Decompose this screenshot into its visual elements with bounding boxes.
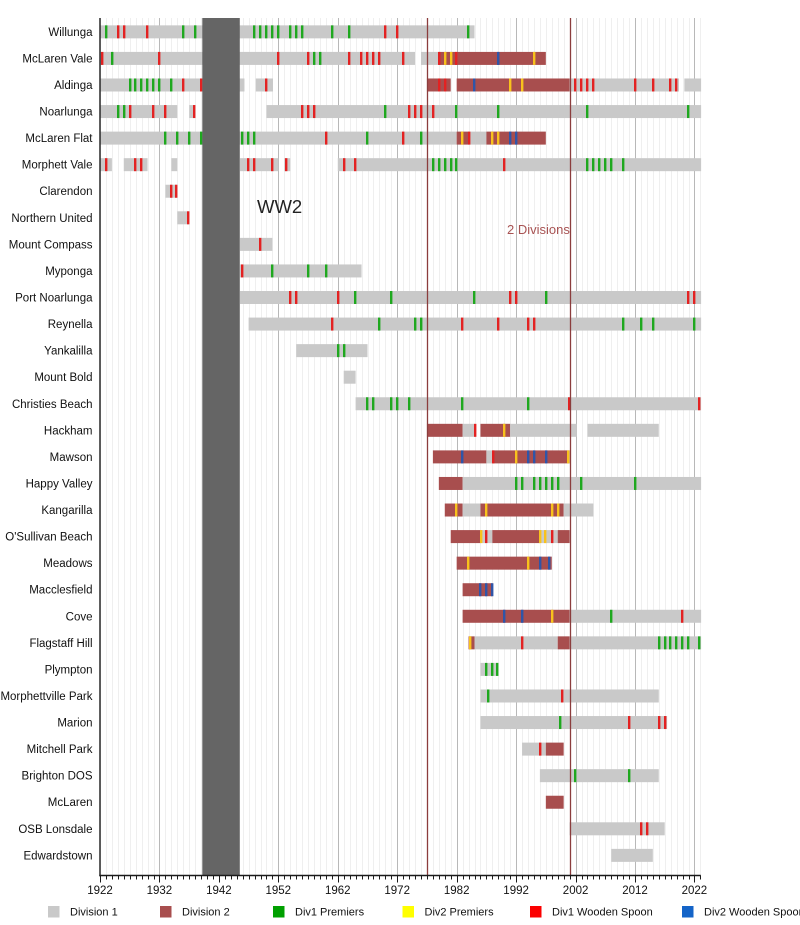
svg-text:Plympton: Plympton [45,664,93,676]
svg-text:Myponga: Myponga [45,266,93,278]
svg-text:Division 1: Division 1 [70,907,118,919]
svg-text:O'Sullivan Beach: O'Sullivan Beach [5,532,92,544]
svg-text:Clarendon: Clarendon [39,186,92,198]
svg-text:1972: 1972 [384,885,410,897]
svg-text:Division 2: Division 2 [182,907,230,919]
svg-text:2002: 2002 [563,885,589,897]
svg-text:Marion: Marion [57,718,92,730]
svg-text:Flagstaff Hill: Flagstaff Hill [29,638,92,650]
svg-text:Div2 Premiers: Div2 Premiers [425,907,495,919]
svg-text:Mount Compass: Mount Compass [9,239,93,251]
svg-text:Northern United: Northern United [11,213,92,225]
svg-text:Div1 Wooden Spoon: Div1 Wooden Spoon [552,907,653,919]
svg-text:Yankalilla: Yankalilla [44,346,93,358]
svg-text:Cove: Cove [66,611,93,623]
svg-text:Port Noarlunga: Port Noarlunga [15,293,93,305]
svg-text:McLaren Vale: McLaren Vale [22,53,92,65]
svg-text:Willunga: Willunga [48,27,93,39]
svg-text:Hackham: Hackham [44,425,93,437]
svg-text:Mawson: Mawson [50,452,93,464]
svg-text:Morphett Vale: Morphett Vale [22,160,93,172]
svg-text:Kangarilla: Kangarilla [41,505,93,517]
svg-text:2 Divisions: 2 Divisions [507,222,570,237]
svg-text:McLaren Flat: McLaren Flat [25,133,93,145]
svg-text:1932: 1932 [147,885,173,897]
svg-text:Div1 Premiers: Div1 Premiers [295,907,365,919]
svg-text:1922: 1922 [87,885,113,897]
svg-text:Div2 Wooden Spoon: Div2 Wooden Spoon [704,907,800,919]
svg-text:Brighton DOS: Brighton DOS [22,771,93,783]
svg-text:Macclesfield: Macclesfield [29,585,92,597]
svg-text:Reynella: Reynella [48,319,93,331]
svg-text:Mitchell Park: Mitchell Park [27,744,93,756]
svg-text:Christies Beach: Christies Beach [12,399,93,411]
svg-text:1962: 1962 [325,885,351,897]
svg-text:2012: 2012 [622,885,648,897]
svg-text:Edwardstown: Edwardstown [23,850,92,862]
svg-text:Meadows: Meadows [43,558,92,570]
svg-text:WW2: WW2 [257,196,302,217]
svg-text:1982: 1982 [444,885,470,897]
svg-text:Noarlunga: Noarlunga [39,107,93,119]
svg-text:2022: 2022 [682,885,708,897]
svg-text:OSB Lonsdale: OSB Lonsdale [18,824,92,836]
svg-text:Happy Valley: Happy Valley [26,479,93,491]
svg-text:McLaren: McLaren [48,797,93,809]
svg-text:Aldinga: Aldinga [54,80,93,92]
svg-text:Morphettville Park: Morphettville Park [0,691,92,703]
svg-text:1992: 1992 [503,885,529,897]
svg-text:1952: 1952 [266,885,292,897]
svg-text:Mount Bold: Mount Bold [34,372,92,384]
svg-text:1942: 1942 [206,885,232,897]
